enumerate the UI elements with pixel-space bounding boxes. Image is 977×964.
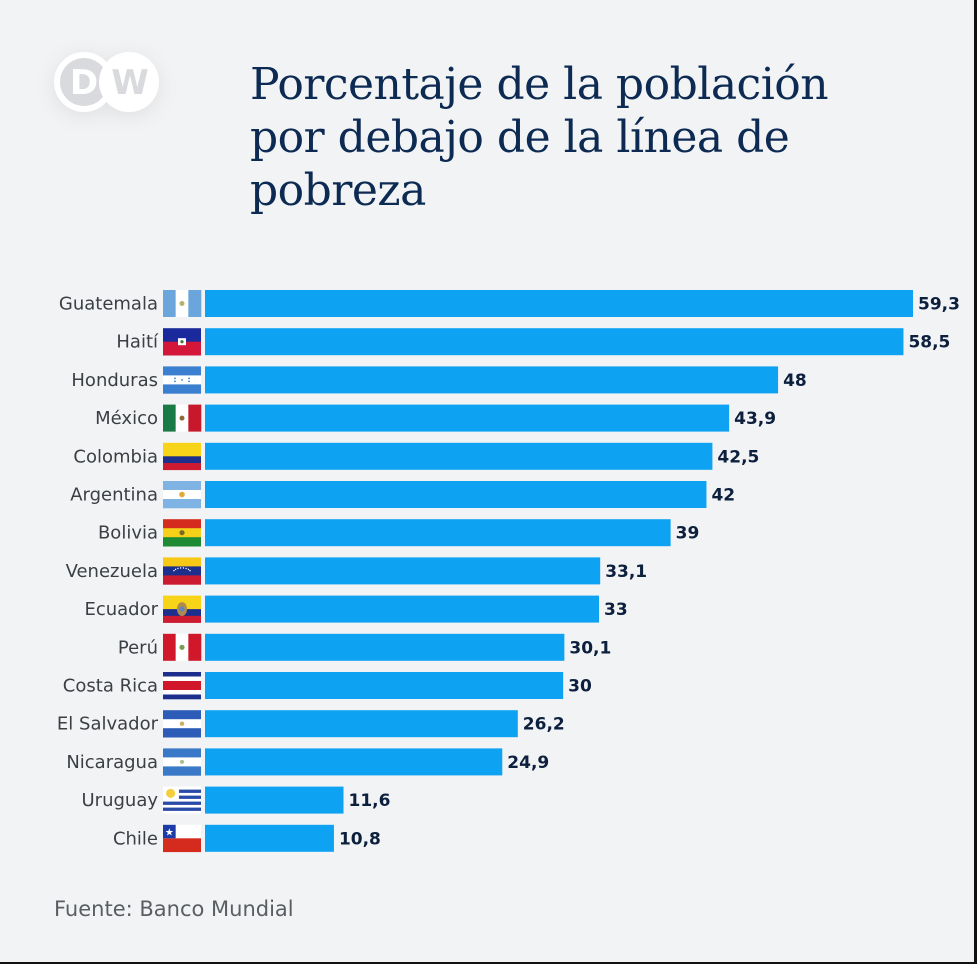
source-note: Fuente: Banco Mundial (54, 897, 294, 921)
haiti-flag-icon (163, 328, 201, 356)
bar (205, 519, 671, 547)
logo-letter-d: D (70, 63, 98, 103)
ecuador-flag-icon (163, 595, 201, 623)
bar (205, 557, 601, 585)
value-label: 26,2 (523, 715, 565, 735)
bolivia-flag-icon (163, 519, 201, 547)
bar (205, 595, 599, 623)
category-label: Bolivia (98, 523, 158, 544)
chart-title: Porcentaje de la población por debajo de… (250, 59, 829, 216)
svg-text:★: ★ (165, 827, 174, 838)
peru-flag-icon (163, 633, 202, 661)
category-label: Haití (116, 332, 159, 353)
category-label: Costa Rica (63, 676, 158, 697)
bar-row: Uruguay 11,6 (82, 786, 390, 814)
value-label: 11,6 (348, 791, 390, 811)
bar (205, 442, 713, 470)
value-label: 43,9 (734, 409, 776, 429)
value-label: 48 (783, 371, 807, 391)
dw-logo: D W (54, 52, 159, 112)
bar-row: Haití 58,5 (116, 328, 950, 356)
category-label: Nicaragua (66, 752, 158, 773)
category-label: Honduras (71, 370, 158, 391)
category-label: Venezuela (66, 561, 158, 582)
bar-row: Ecuador 33 (84, 595, 628, 623)
colombia-flag-icon (163, 442, 201, 471)
bar (205, 824, 334, 852)
bar (205, 481, 707, 508)
bar-row: México 43,9 (95, 404, 776, 432)
bar-row: Honduras 48 (71, 366, 807, 394)
bar (205, 366, 779, 394)
bar-row: Argentina 42 (70, 481, 735, 509)
category-label: Chile (113, 828, 158, 849)
category-label: Ecuador (84, 599, 158, 620)
venezuela-flag-icon (163, 557, 201, 585)
category-label: Guatemala (59, 294, 158, 315)
bar (205, 786, 344, 814)
bar-row: El Salvador 26,2 (57, 710, 565, 738)
guatemala-flag-icon (163, 290, 202, 317)
frame-border-bottom (0, 962, 977, 964)
nicaragua-flag-icon (163, 748, 201, 776)
value-label: 10,8 (339, 829, 381, 849)
frame-border-right (974, 0, 977, 964)
category-label: Perú (118, 637, 158, 658)
value-label: 39 (676, 524, 700, 544)
bar (205, 672, 564, 699)
bar-row: Perú 30,1 (118, 633, 611, 661)
chile-flag-icon: ★ (163, 824, 201, 853)
value-label: 30 (568, 677, 592, 697)
uruguay-flag-icon (163, 786, 201, 814)
bar-row: Bolivia 39 (98, 519, 700, 547)
bar (205, 404, 730, 432)
honduras-flag-icon (163, 366, 201, 394)
bar (205, 290, 913, 317)
category-label: Colombia (73, 446, 158, 467)
bar (205, 328, 904, 356)
value-label: 42 (711, 486, 735, 506)
bar-row: Nicaragua 24,9 (66, 748, 549, 776)
bar-row: Costa Rica 30 (63, 672, 592, 700)
costa-rica-flag-icon (163, 672, 201, 700)
el-salvador-flag-icon (163, 710, 201, 738)
bar-row: Guatemala 59,3 (59, 290, 960, 317)
value-label: 59,3 (918, 295, 960, 315)
bar-row: Venezuela 33,1 (66, 557, 647, 585)
value-label: 33,1 (605, 562, 647, 582)
argentina-flag-icon (163, 481, 201, 509)
category-label: El Salvador (57, 714, 159, 735)
value-label: 42,5 (717, 447, 759, 467)
logo-letter-w: W (111, 63, 149, 103)
category-label: México (95, 408, 158, 429)
bar-row: Chile ★ 10,8 (113, 824, 381, 853)
bar (205, 633, 565, 661)
bar (205, 748, 503, 776)
bar-row: Colombia 42,5 (73, 442, 759, 471)
category-label: Argentina (70, 485, 158, 506)
bar-chart: Guatemala 59,3 Haití 58,5 Honduras 48 México 43… (57, 290, 960, 853)
value-label: 33 (604, 600, 628, 620)
value-label: 58,5 (908, 333, 950, 353)
value-label: 24,9 (507, 753, 549, 773)
value-label: 30,1 (569, 638, 611, 658)
mexico-flag-icon (163, 404, 202, 432)
category-label: Uruguay (82, 790, 159, 811)
bar (205, 710, 518, 738)
